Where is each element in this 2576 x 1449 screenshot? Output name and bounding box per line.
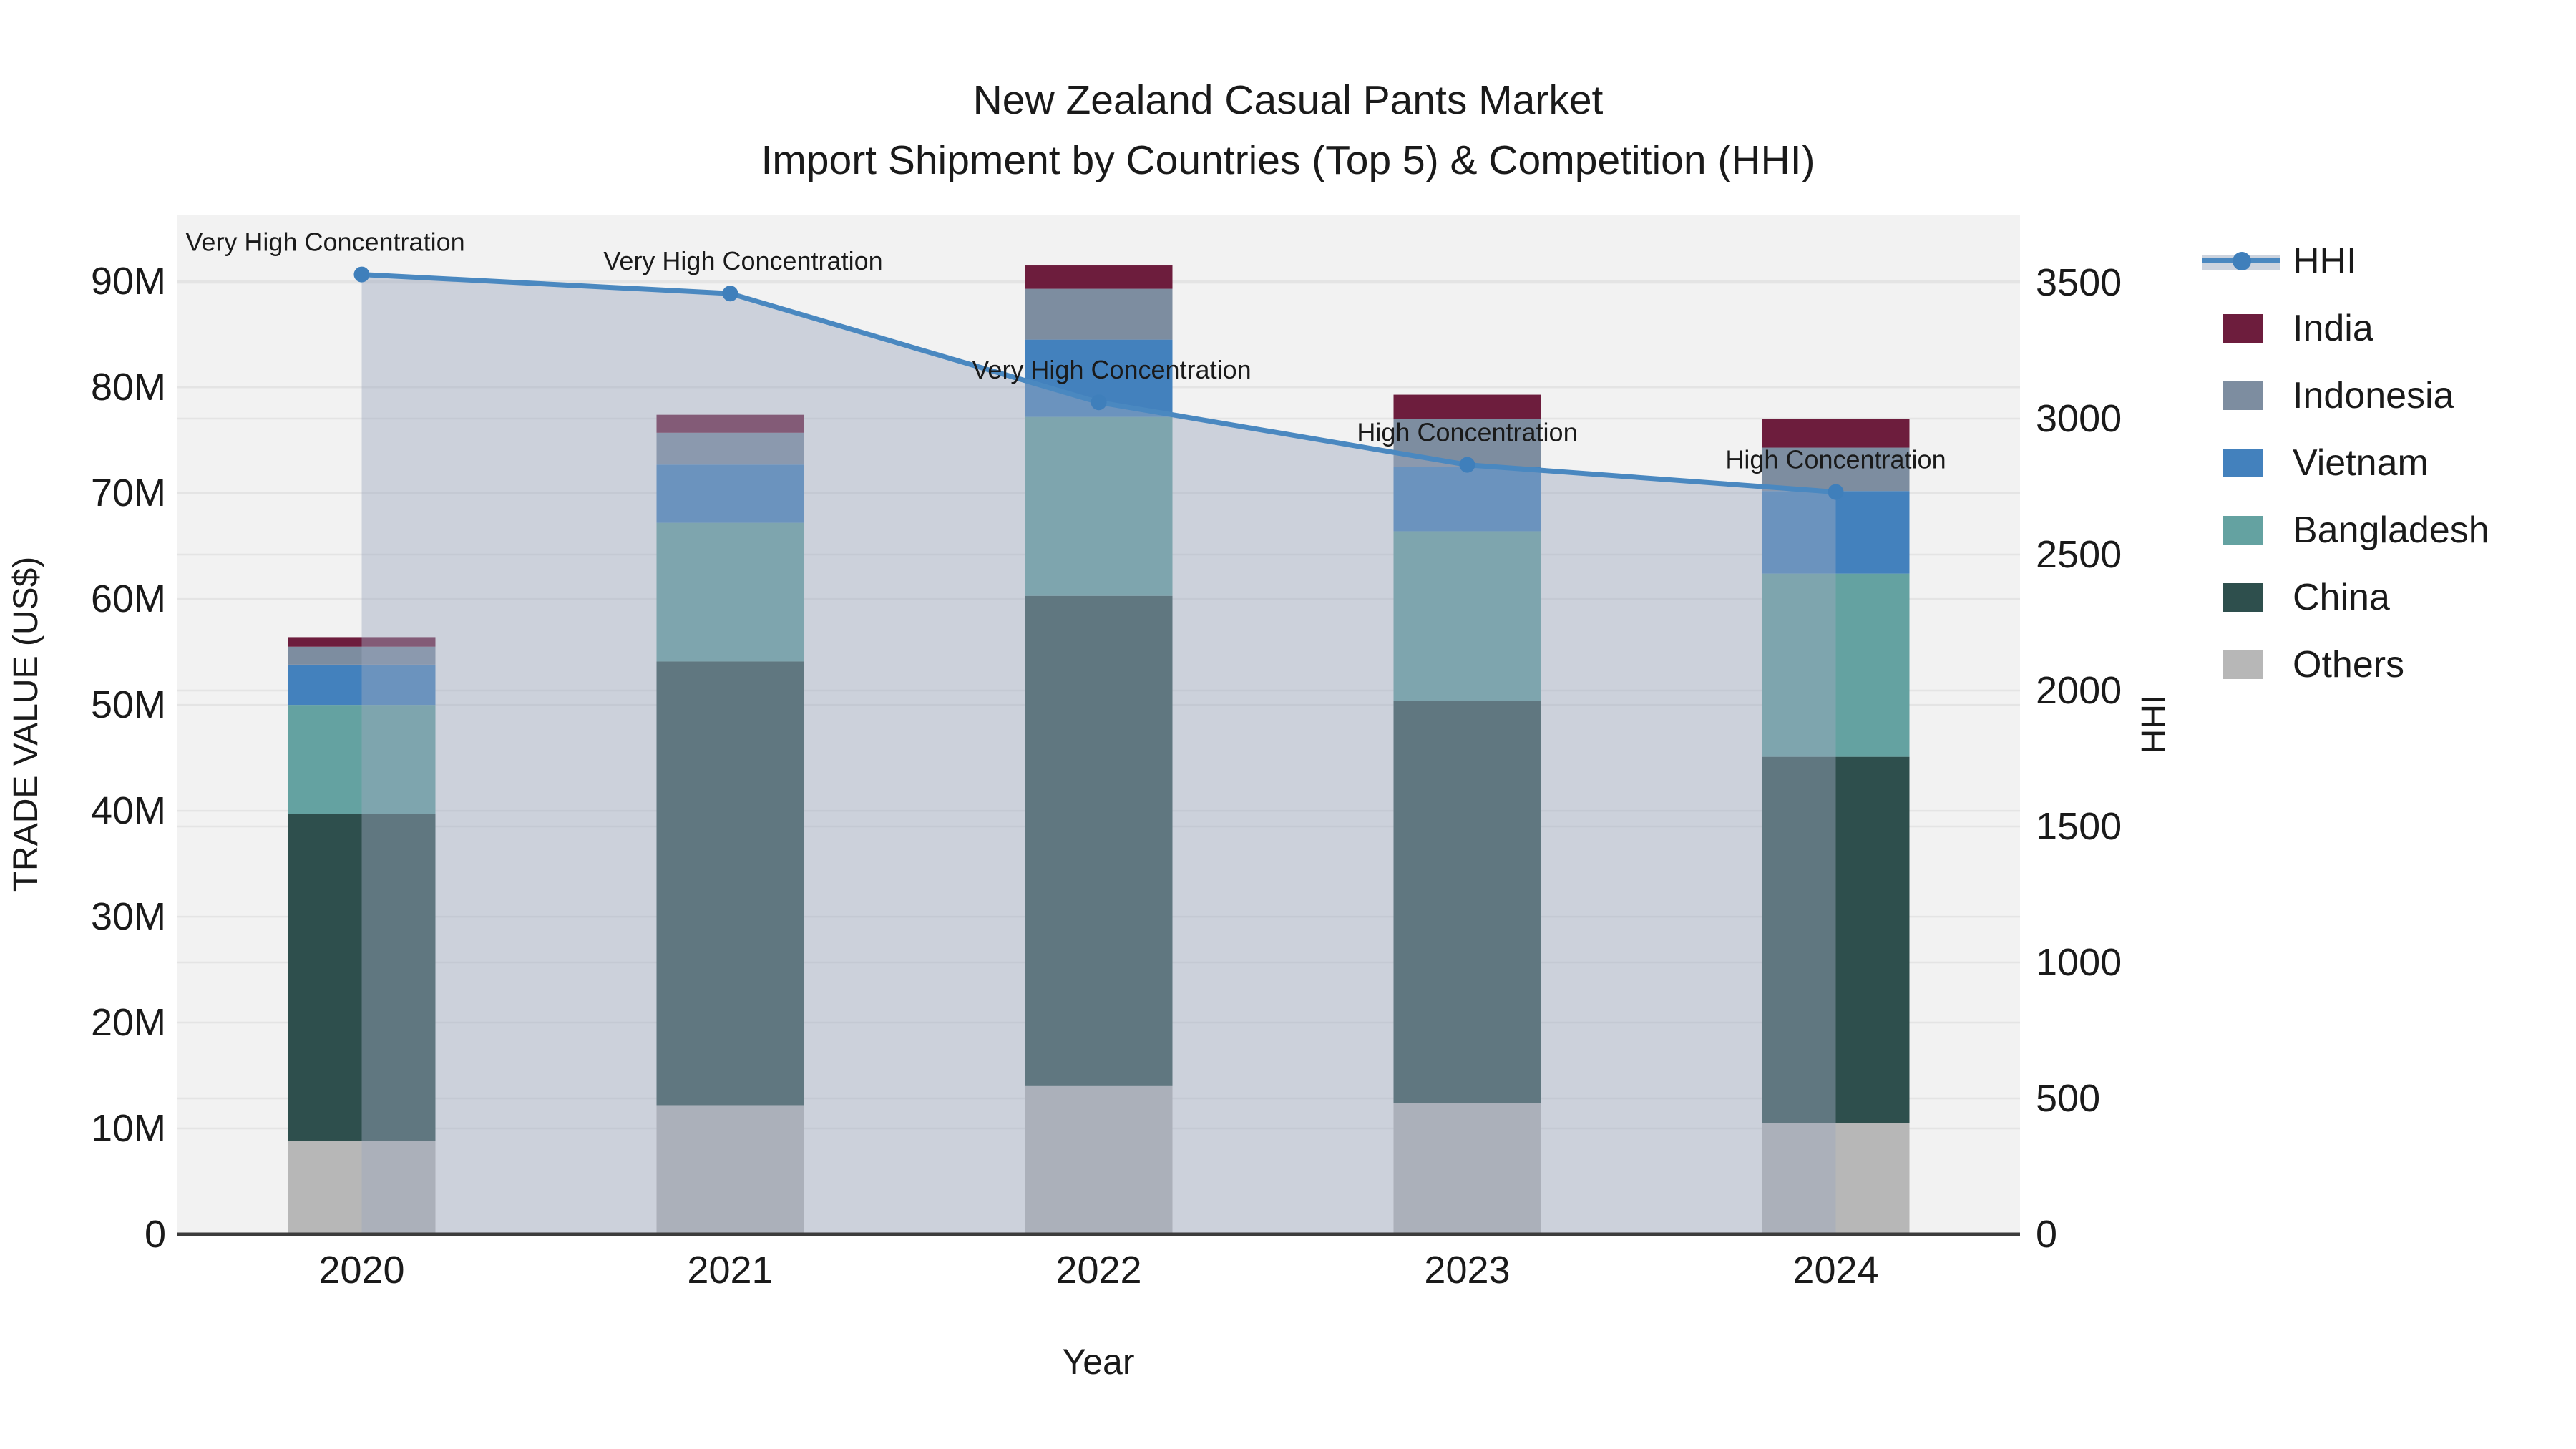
- bar-segment-vietnam-2021[interactable]: [656, 464, 804, 523]
- hhi-marker-2020[interactable]: [353, 266, 370, 283]
- hhi-marker-2022[interactable]: [1091, 394, 1107, 411]
- y-right-tick-3500: 3500: [2036, 261, 2122, 304]
- annotations: Very High Concentration Very High Concent…: [185, 228, 1946, 474]
- hhi-area-fill: [361, 274, 1836, 1235]
- y-right-axis-title: HHI: [2135, 695, 2173, 754]
- x-axis-title: Year: [1062, 1342, 1134, 1382]
- y-left-tick-10M: 10M: [91, 1107, 166, 1150]
- bar-segment-india-2020[interactable]: [288, 637, 436, 647]
- y-left-tick-70M: 70M: [91, 472, 166, 514]
- y-left-axis-title: TRADE VALUE (US$): [7, 557, 45, 892]
- y-right-tick-1000: 1000: [2036, 941, 2122, 984]
- y-right-tick-2500: 2500: [2036, 533, 2122, 576]
- legend-label: Others: [2293, 644, 2405, 686]
- bar-segment-vietnam-2024[interactable]: [1762, 491, 1910, 574]
- legend-label: Bangladesh: [2293, 509, 2489, 551]
- bar-segment-others-2022[interactable]: [1025, 1085, 1173, 1234]
- bar-segment-bangladesh-2023[interactable]: [1393, 531, 1541, 701]
- y-left-tick-40M: 40M: [91, 789, 166, 832]
- y-left-tick-90M: 90M: [91, 260, 166, 303]
- stacked-bars: [288, 265, 1910, 1234]
- y-right-tick-3000: 3000: [2036, 397, 2122, 440]
- bar-segment-india-2024[interactable]: [1762, 419, 1910, 448]
- legend-item-india[interactable]: India: [2202, 295, 2489, 362]
- chart-title-line1: New Zealand Casual Pants Market: [972, 77, 1604, 123]
- bar-segment-bangladesh-2022[interactable]: [1025, 416, 1173, 596]
- bar-segment-others-2020[interactable]: [288, 1141, 436, 1234]
- bar-segment-india-2021[interactable]: [656, 414, 804, 433]
- bar-segment-others-2021[interactable]: [656, 1105, 804, 1234]
- bar-segment-china-2021[interactable]: [656, 661, 804, 1106]
- bar-segment-china-2024[interactable]: [1762, 756, 1910, 1123]
- legend-swatch-icon: [2202, 449, 2283, 477]
- x-tick-2022: 2022: [1055, 1249, 1141, 1292]
- x-tick-2020: 2020: [318, 1249, 404, 1292]
- y-left-tick-50M: 50M: [91, 683, 166, 726]
- hhi-line-group: [353, 266, 1844, 500]
- legend: HHI India Indonesia Vietnam Bangladesh China O…: [2202, 228, 2489, 698]
- y-left-tick-60M: 60M: [91, 577, 166, 620]
- chart-title: New Zealand Casual Pants Market Import S…: [0, 70, 2576, 191]
- legend-swatch-icon: [2202, 516, 2283, 545]
- annotation-2023: High Concentration: [1357, 418, 1577, 447]
- legend-label: Vietnam: [2293, 442, 2429, 484]
- legend-label: HHI: [2293, 240, 2357, 282]
- bar-segment-others-2024[interactable]: [1762, 1123, 1910, 1234]
- y-left-tick-30M: 30M: [91, 895, 166, 938]
- legend-item-bangladesh[interactable]: Bangladesh: [2202, 497, 2489, 564]
- legend-item-hhi[interactable]: HHI: [2202, 228, 2489, 295]
- annotation-2020: Very High Concentration: [185, 228, 464, 257]
- y-right-tick-1500: 1500: [2036, 805, 2122, 848]
- hhi-marker-2024[interactable]: [1828, 484, 1844, 500]
- bar-segment-india-2022[interactable]: [1025, 265, 1173, 289]
- bar-segment-vietnam-2023[interactable]: [1393, 467, 1541, 532]
- legend-swatch-icon: [2202, 583, 2283, 612]
- hhi-area-group: [361, 274, 1836, 1235]
- hhi-marker-2021[interactable]: [722, 286, 738, 302]
- chart-title-line2: Import Shipment by Countries (Top 5) & C…: [761, 137, 1815, 184]
- legend-swatch-icon: [2202, 314, 2283, 343]
- bar-segment-others-2023[interactable]: [1393, 1103, 1541, 1234]
- legend-label: India: [2293, 308, 2373, 349]
- bar-segment-bangladesh-2021[interactable]: [656, 522, 804, 662]
- annotation-2022: Very High Concentration: [972, 355, 1251, 384]
- y-left-tick-20M: 20M: [91, 1001, 166, 1044]
- y-right-tick-0: 0: [2036, 1213, 2057, 1256]
- bar-segment-indonesia-2024[interactable]: [1762, 447, 1910, 492]
- bar-segment-bangladesh-2024[interactable]: [1762, 573, 1910, 757]
- bar-segment-indonesia-2021[interactable]: [656, 432, 804, 465]
- bar-segment-bangladesh-2020[interactable]: [288, 705, 436, 814]
- y-right-tick-500: 500: [2036, 1077, 2100, 1120]
- bar-segment-indonesia-2022[interactable]: [1025, 288, 1173, 340]
- x-tick-2023: 2023: [1424, 1249, 1510, 1292]
- bar-segment-vietnam-2020[interactable]: [288, 664, 436, 706]
- bar-segment-indonesia-2020[interactable]: [288, 646, 436, 665]
- bar-segment-china-2023[interactable]: [1393, 701, 1541, 1103]
- y-left-tick-0: 0: [145, 1213, 166, 1256]
- hhi-marker-2023[interactable]: [1459, 457, 1475, 473]
- annotation-2021: Very High Concentration: [603, 246, 882, 275]
- legend-item-indonesia[interactable]: Indonesia: [2202, 362, 2489, 429]
- y-left-tick-80M: 80M: [91, 366, 166, 409]
- x-tick-2024: 2024: [1792, 1249, 1878, 1292]
- legend-label: China: [2293, 577, 2390, 618]
- axis-ticks: 0 10M 20M 30M 40M 50M 60M 70M 80M 90M 0 500 1000 1500…: [91, 260, 2122, 1292]
- legend-swatch-icon: [2202, 650, 2283, 679]
- legend-swatch-icon: [2202, 381, 2283, 410]
- legend-item-china[interactable]: China: [2202, 564, 2489, 631]
- bar-segment-china-2022[interactable]: [1025, 595, 1173, 1086]
- legend-item-vietnam[interactable]: Vietnam: [2202, 429, 2489, 497]
- annotation-2024: High Concentration: [1725, 445, 1946, 474]
- bar-segment-china-2020[interactable]: [288, 814, 436, 1141]
- bar-segment-india-2023[interactable]: [1393, 394, 1541, 419]
- y-right-tick-2000: 2000: [2036, 669, 2122, 712]
- legend-label: Indonesia: [2293, 375, 2454, 416]
- x-tick-2021: 2021: [687, 1249, 773, 1292]
- legend-item-others[interactable]: Others: [2202, 631, 2489, 698]
